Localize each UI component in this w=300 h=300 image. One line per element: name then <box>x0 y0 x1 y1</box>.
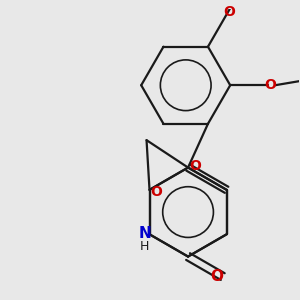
Text: O: O <box>151 185 163 199</box>
Text: H: H <box>140 239 149 253</box>
Text: O: O <box>223 4 235 19</box>
Text: O: O <box>210 269 224 284</box>
Text: N: N <box>139 226 151 241</box>
Text: O: O <box>264 78 276 92</box>
Text: O: O <box>189 159 201 173</box>
